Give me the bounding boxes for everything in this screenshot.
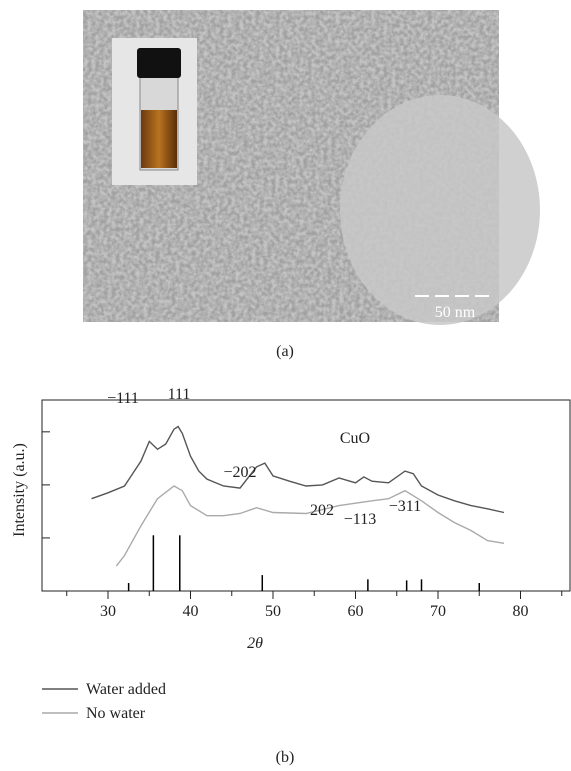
x-tick-label: 50	[265, 603, 281, 620]
x-axis-label: 2θ	[247, 635, 263, 652]
x-tick-label: 80	[513, 603, 529, 620]
plot-frame	[41, 399, 571, 592]
peak-annotation: CuO	[340, 430, 370, 447]
series-line	[91, 425, 505, 514]
peak-annotation: −311	[389, 498, 421, 515]
peak-annotation: −202	[223, 464, 256, 481]
x-tick-label: 70	[430, 603, 446, 620]
legend-label: No water	[86, 705, 146, 722]
x-tick-label: 40	[183, 603, 199, 620]
peak-annotation: 202	[310, 502, 334, 519]
tem-image: 50 nm	[83, 10, 540, 325]
x-tick-label: 60	[348, 603, 364, 620]
caption-b: (b)	[276, 749, 295, 766]
x-tick-label: 30	[100, 603, 116, 620]
peak-annotation: −111	[107, 390, 139, 407]
y-axis-label: Intensity (a.u.)	[11, 443, 28, 537]
legend-label: Water added	[86, 681, 166, 698]
peak-annotation: −113	[344, 511, 376, 528]
chart: 30 40 50 60 70 80 2θ Intensity (a.u.) Water adde…	[11, 386, 571, 722]
scale-bar-label: 50 nm	[435, 304, 476, 321]
series-line	[115, 485, 505, 567]
peak-annotation: 111	[168, 386, 191, 403]
caption-a: (a)	[276, 343, 294, 360]
